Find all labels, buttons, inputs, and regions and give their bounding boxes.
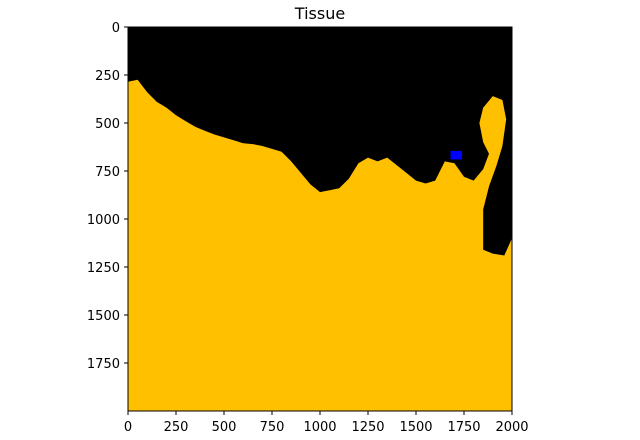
y-tick-label: 0 [112, 21, 120, 36]
x-tick-label: 1500 [399, 420, 432, 435]
y-tick-label: 750 [95, 165, 120, 180]
marker-region [450, 150, 463, 160]
y-tick-label: 1000 [87, 213, 120, 228]
x-tick-label: 1750 [447, 420, 480, 435]
axes: 0 250 500 750 1000 1250 1500 1750 2000 0 250 500 750… [87, 21, 529, 435]
x-tick-label: 1250 [351, 420, 384, 435]
y-tick-label: 500 [95, 117, 120, 132]
x-tick-label: 750 [260, 420, 285, 435]
chart-title: Tissue [294, 4, 345, 23]
x-tick-label: 2000 [495, 420, 528, 435]
y-tick-label: 1750 [87, 357, 120, 372]
y-tick-label: 1250 [87, 261, 120, 276]
x-tick-label: 250 [164, 420, 189, 435]
x-tick-label: 1000 [303, 420, 336, 435]
y-tick-label: 250 [95, 69, 120, 84]
plot-area [128, 27, 512, 412]
tissue-region [128, 79, 512, 412]
x-tick-label: 0 [124, 420, 132, 435]
y-tick-label: 1500 [87, 309, 120, 324]
x-tick-label: 500 [212, 420, 237, 435]
